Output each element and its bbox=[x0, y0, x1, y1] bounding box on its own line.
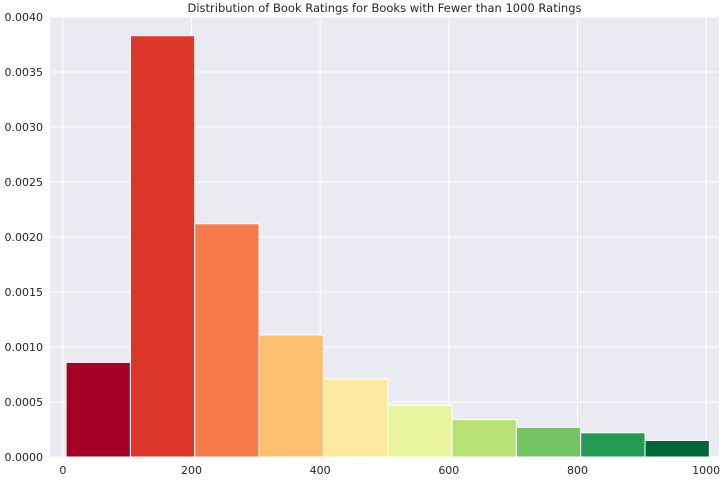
y-tick-label: 0.0000 bbox=[5, 451, 44, 464]
y-tick-label: 0.0005 bbox=[5, 396, 44, 409]
histogram-bars bbox=[65, 35, 710, 458]
y-tick-label: 0.0010 bbox=[5, 341, 44, 354]
y-axis-ticks: 0.0000 0.0005 0.0010 0.0015 0.0020 0.0025 0.00… bbox=[5, 11, 44, 464]
x-tick-label: 800 bbox=[567, 464, 588, 477]
x-tick-label: 1000 bbox=[692, 464, 720, 477]
histogram-bar bbox=[258, 334, 324, 458]
histogram-bar bbox=[387, 404, 453, 458]
y-tick-label: 0.0040 bbox=[5, 11, 44, 24]
histogram-bar bbox=[194, 223, 260, 458]
histogram-bar bbox=[644, 440, 710, 458]
x-tick-label: 0 bbox=[59, 464, 66, 477]
histogram-bar bbox=[451, 419, 517, 458]
histogram-bar bbox=[580, 432, 646, 458]
histogram-bar bbox=[65, 361, 131, 458]
y-tick-label: 0.0015 bbox=[5, 286, 44, 299]
histogram-bar bbox=[129, 35, 196, 458]
x-tick-label: 600 bbox=[438, 464, 459, 477]
x-tick-label: 200 bbox=[181, 464, 202, 477]
x-axis-ticks: 0 200 400 600 800 1000 bbox=[59, 464, 720, 477]
histogram-bar bbox=[322, 378, 389, 458]
y-tick-label: 0.0025 bbox=[5, 176, 44, 189]
y-tick-label: 0.0035 bbox=[5, 66, 44, 79]
chart-title: Distribution of Book Ratings for Books w… bbox=[188, 1, 582, 15]
y-tick-label: 0.0020 bbox=[5, 231, 44, 244]
y-tick-label: 0.0030 bbox=[5, 121, 44, 134]
x-tick-label: 400 bbox=[310, 464, 331, 477]
histogram-bar bbox=[515, 426, 582, 458]
